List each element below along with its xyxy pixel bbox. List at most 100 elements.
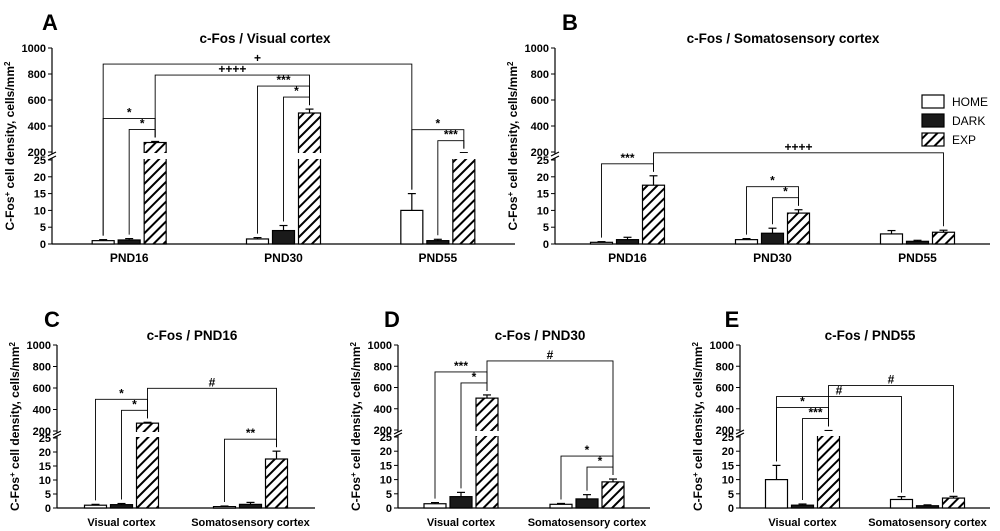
y-axis-label: C-Fos+ cell density, cells/mm2 [506,61,521,231]
panel-d: Dc-Fos / PND30 C-Fos+ cell density, cells… [349,307,650,529]
bar-dark [915,505,940,509]
y-tick-label: 600 [716,383,734,395]
significance-label: * [132,397,137,411]
axis-break-mark [550,151,560,157]
y-tick-label: 400 [28,121,46,133]
panel-letter: E [725,307,740,332]
significance-label: * [119,386,124,400]
y-tick-label: 15 [380,460,392,472]
bar-dark [790,504,815,509]
significance-bracket [828,385,954,493]
y-tick-label: 10 [380,475,392,487]
y-tick-label: 200 [28,147,46,159]
y-axis-label-part: + [3,191,12,196]
bar-break-gap [297,153,322,159]
bar-exp [264,458,289,509]
y-axis-label-part: + [691,472,700,477]
bar-exp [786,212,811,245]
y-tick-label: 5 [543,222,549,234]
y-tick-label: 400 [33,405,51,417]
significance-label: # [888,373,895,387]
y-tick-label: 0 [40,239,46,251]
y-tick-label: 1000 [22,43,46,55]
bar-dark [615,239,640,245]
significance-bracket [653,152,944,227]
x-category-label: Visual cortex [87,517,156,529]
bar-break-gap [816,431,841,436]
panel-letter: C [44,307,60,332]
bar-exp [941,497,966,509]
significance-bracket [154,74,310,138]
bar-home [423,503,447,509]
y-tick-label: 15 [537,189,549,201]
significance-label: # [547,348,554,362]
significance-label: * [140,116,145,130]
bar-home [734,239,759,245]
axis-break-mark [47,155,57,161]
significance-label: # [209,375,216,389]
panel-e: Ec-Fos / PND55 C-Fos+ cell density, cells… [691,307,990,529]
x-category-label: PND30 [264,251,303,265]
significance-label: *** [444,128,458,142]
bar-break-gap [475,431,499,436]
significance-label: * [294,84,299,98]
y-tick-label: 25 [537,155,549,167]
y-tick-label: 15 [39,461,51,473]
y-tick-label: 20 [34,172,46,184]
y-tick-label: 0 [45,503,51,515]
panel-letter: B [562,10,578,35]
x-category-label: Somatosensory cortex [868,517,987,529]
panel-letter: D [384,307,400,332]
y-axis-label: C-Fos+ cell density, cells/mm2 [691,341,706,511]
y-tick-label: 200 [531,147,549,159]
y-axis-label-part: C-Fos [506,196,520,230]
significance-label: * [598,454,603,468]
x-category-label: Somatosensory cortex [528,517,647,529]
x-category-label: PND30 [753,251,792,265]
y-axis-label-part: cell density, cells/mm [506,66,520,192]
legend: HOME DARK EXP [921,94,988,147]
legend-label: EXP [952,133,976,147]
y-tick-label: 5 [45,489,51,501]
axis-break-mark [550,155,560,161]
y-tick-label: 600 [374,383,392,395]
significance-bracket [746,186,799,235]
bar-dark [426,240,450,245]
chart-title: c-Fos / PND30 [495,328,586,343]
x-category-label: Visual cortex [427,517,496,529]
y-axis-label: C-Fos+ cell density, cells/mm2 [349,341,364,511]
significance-label: *** [808,406,822,420]
axis-break-mark [393,432,403,438]
significance-bracket [147,387,277,448]
chart-title: c-Fos / PND16 [147,328,238,343]
significance-label: ++++ [218,62,246,76]
y-axis-label-part: C-Fos [8,477,22,511]
x-category-label: PND16 [110,251,149,265]
panel-b: Bc-Fos / Somatosensory cortex C-Fos+ cell… [506,10,990,265]
y-tick-label: 20 [39,447,51,459]
y-tick-label: 20 [537,172,549,184]
y-axis-label-part: cell density, cells/mm [8,346,22,472]
bar-home [589,241,614,245]
chart-title: c-Fos / Visual cortex [199,31,331,46]
y-tick-label: 1000 [710,340,734,352]
legend-label: DARK [952,114,985,128]
axis-break-mark [47,151,57,157]
significance-label: *** [620,151,634,165]
y-tick-label: 25 [722,432,734,444]
bar-dark [760,232,785,245]
y-axis-label-part: cell density, cells/mm [349,346,363,472]
significance-label: * [783,185,788,199]
y-tick-label: 15 [34,189,46,201]
bar-break-gap [143,153,168,159]
bar-exp [931,231,956,245]
bar-exp [816,432,841,509]
bar-dark [238,503,263,509]
y-tick-label: 1000 [27,340,51,352]
y-tick-label: 800 [374,361,392,373]
y-tick-label: 800 [531,69,549,81]
bar-home [879,233,904,245]
significance-label: * [800,395,805,409]
y-axis-label-part: C-Fos [3,196,17,230]
